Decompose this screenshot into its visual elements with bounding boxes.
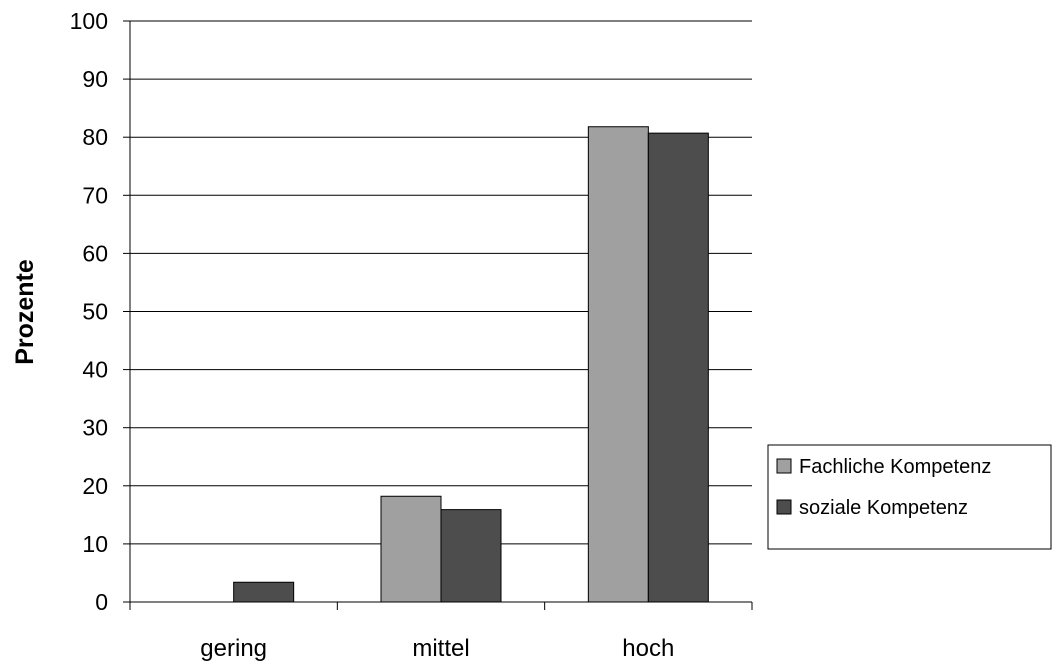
bars [233,126,709,603]
bar-soziale-mittel [440,509,502,603]
x-tick-labels: gering mittel hoch [200,635,674,662]
y-tick-label: 0 [95,589,108,615]
bar-soziale-hoch [647,132,709,603]
y-tick-label: 10 [82,531,108,557]
legend-entry: soziale Kompetenz [799,497,968,519]
y-tick-label: 80 [82,124,108,150]
y-tick-label: 70 [82,182,108,208]
x-tick-label: hoch [622,635,674,662]
bar-fachliche-hoch [587,126,649,603]
legend-box [767,444,1052,550]
y-tick-label: 100 [70,8,108,34]
legend: Fachliche Kompetenz soziale Kompetenz [767,444,1052,550]
bar-soziale-gering [233,581,295,603]
y-tick-labels: 0 10 20 30 40 50 60 70 80 90 100 [70,8,108,615]
x-tick-label: mittel [412,635,469,662]
legend-entry: Fachliche Kompetenz [799,456,991,478]
gridlines [130,20,752,545]
legend-swatch [776,499,792,515]
y-tick-label: 50 [82,299,108,325]
y-tick-label: 20 [82,473,108,499]
y-axis-label: Prozente [11,259,39,365]
axes [123,20,753,610]
y-tick-label: 30 [82,415,108,441]
bar-fachliche-mittel [380,495,442,603]
legend-swatch [776,458,792,474]
y-tick-label: 90 [82,66,108,92]
y-tick-label: 60 [82,240,108,266]
y-tick-label: 40 [82,357,108,383]
x-tick-label: gering [200,635,267,662]
